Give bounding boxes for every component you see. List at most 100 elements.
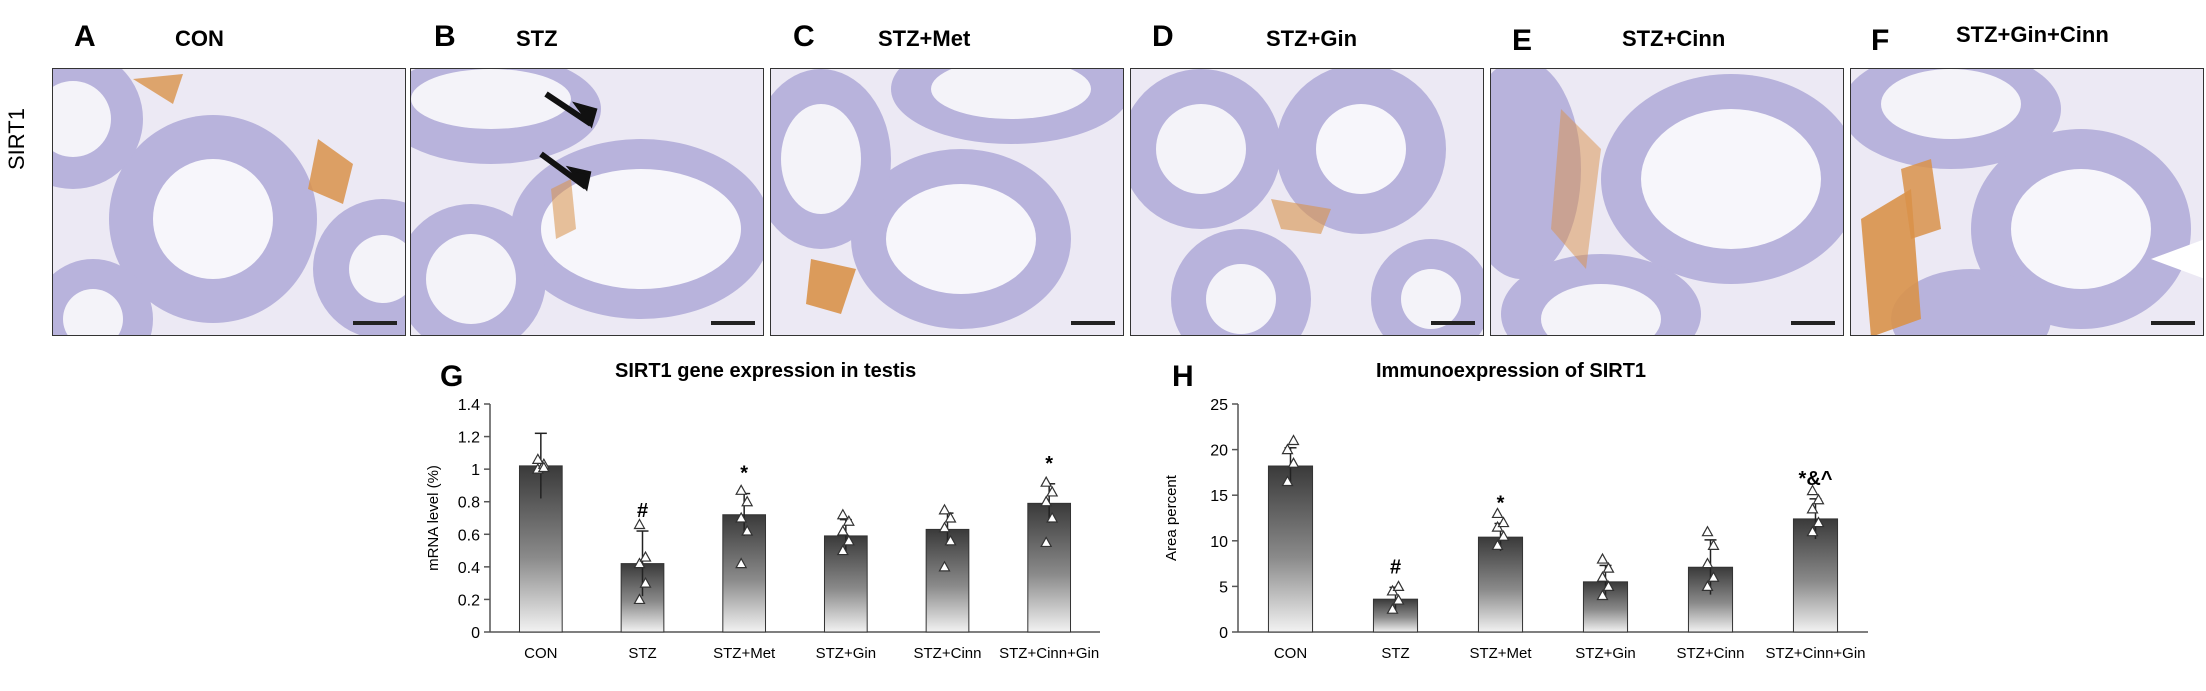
data-point — [836, 524, 849, 536]
data-point — [741, 495, 754, 507]
data-point — [1046, 511, 1059, 523]
data-point — [1392, 593, 1405, 605]
y-tick-label: 10 — [1210, 534, 1228, 551]
data-point — [1812, 516, 1825, 528]
panel-title-stz-gin-cinn: STZ+Gin+Cinn — [1956, 22, 2109, 47]
data-point — [639, 576, 652, 588]
data-point — [1497, 516, 1510, 528]
row-label: SIRT1 — [4, 108, 29, 170]
y-axis-label: mRNA level (%) — [425, 465, 442, 571]
bar — [925, 528, 970, 633]
data-point — [842, 534, 855, 546]
data-point — [938, 521, 951, 533]
data-point — [1491, 539, 1504, 550]
data-point — [633, 518, 646, 530]
y-tick-label: 0.4 — [458, 560, 480, 577]
bar — [1477, 536, 1524, 633]
data-point — [1497, 530, 1510, 541]
significance-label: # — [637, 500, 648, 522]
panel-title-stz: STZ — [516, 26, 558, 51]
category-label: STZ+Met — [713, 645, 776, 662]
data-point — [1281, 443, 1294, 455]
y-tick-label: 15 — [1210, 488, 1228, 505]
data-point — [938, 503, 951, 515]
data-point — [1596, 552, 1609, 564]
data-point — [1701, 557, 1714, 569]
data-point — [633, 593, 646, 605]
y-tick-label: 0.8 — [458, 495, 480, 512]
data-point — [1392, 580, 1405, 591]
data-point — [842, 515, 855, 526]
y-tick-label: 1 — [471, 462, 480, 479]
y-tick-label: 0 — [1219, 625, 1228, 642]
significance-label: * — [1497, 492, 1505, 514]
y-tick-label: 1.4 — [458, 397, 480, 414]
panel-letter-d: D — [1152, 20, 1174, 53]
panel-letter-a: A — [74, 20, 96, 53]
category-label: STZ — [1381, 645, 1409, 662]
y-axis-label: Area percent — [1163, 474, 1180, 561]
data-point — [1491, 507, 1504, 519]
data-point — [1806, 525, 1819, 537]
data-point — [1701, 525, 1714, 537]
y-tick-label: 5 — [1219, 579, 1228, 596]
data-point — [735, 557, 748, 569]
y-tick-label: 1.2 — [458, 430, 480, 447]
category-label: STZ+Gin — [816, 645, 876, 662]
category-label: STZ+Met — [1469, 645, 1532, 662]
data-point — [944, 534, 957, 546]
data-point — [531, 453, 544, 464]
panel-letter-c: C — [793, 20, 815, 53]
data-point — [1040, 495, 1053, 507]
panel-letter-e: E — [1512, 24, 1533, 57]
significance-label: *&^ — [1799, 468, 1833, 490]
micrograph-stz-met — [770, 68, 1124, 336]
data-point — [1596, 589, 1609, 601]
category-label: STZ+Cinn — [1677, 645, 1745, 662]
data-point — [1281, 475, 1294, 487]
panel-letter-h: H — [1172, 360, 1194, 393]
category-label: STZ+Cinn+Gin — [999, 645, 1099, 662]
panel-title-con: CON — [175, 26, 224, 51]
data-point — [836, 508, 849, 520]
data-point — [1386, 602, 1399, 614]
micrograph-stz-cinn — [1490, 68, 1844, 336]
y-tick-label: 0.6 — [458, 527, 480, 544]
panel-letter-g: G — [440, 360, 464, 393]
panel-title-stz-gin: STZ+Gin — [1266, 26, 1358, 51]
micrograph-con — [52, 68, 406, 336]
data-point — [836, 544, 849, 556]
data-point — [1602, 561, 1615, 573]
data-point — [1040, 475, 1053, 487]
micrograph-stz — [410, 68, 764, 336]
data-point — [1812, 493, 1825, 505]
data-point — [944, 511, 957, 523]
y-tick-label: 0.2 — [458, 592, 480, 609]
data-point — [1707, 539, 1720, 550]
data-point — [1602, 580, 1615, 591]
data-point — [1707, 571, 1720, 582]
data-point — [1596, 571, 1609, 582]
significance-label: * — [1045, 453, 1053, 475]
data-point — [1040, 536, 1053, 548]
category-label: STZ+Gin — [1575, 645, 1635, 662]
significance-label: # — [1390, 556, 1401, 578]
category-label: STZ+Cinn+Gin — [1765, 645, 1865, 662]
category-label: CON — [524, 645, 557, 662]
micrograph-stz-gin-cinn — [1850, 68, 2204, 336]
panel-title-stz-met: STZ+Met — [878, 26, 971, 51]
significance-label: * — [740, 463, 748, 485]
chart-title-g: SIRT1 gene expression in testis — [615, 360, 917, 382]
category-label: STZ — [628, 645, 656, 662]
data-point — [1806, 484, 1819, 496]
data-point — [938, 560, 951, 572]
panel-letter-f: F — [1871, 24, 1890, 57]
chart-title-h: Immunoexpression of SIRT1 — [1376, 360, 1647, 382]
y-tick-label: 0 — [471, 625, 480, 642]
data-point — [735, 484, 748, 495]
data-point — [639, 550, 652, 562]
panel-letter-b: B — [434, 20, 456, 53]
chart-h: 0 5 10 15 20 25 Area percent CON # STZ * STZ+Met STZ… — [1158, 390, 1878, 691]
bar — [1027, 502, 1072, 633]
category-label: STZ+Cinn — [914, 645, 982, 662]
